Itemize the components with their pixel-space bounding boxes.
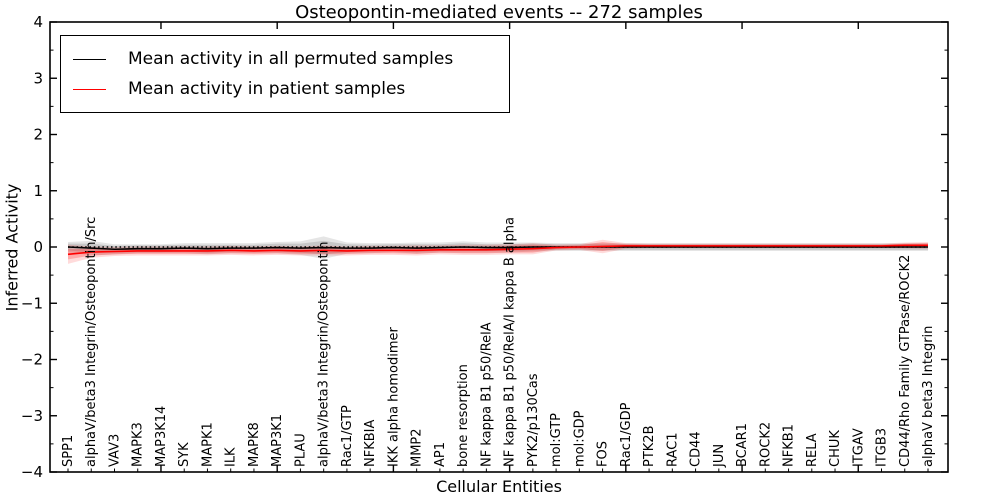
y-tick-label: 3 xyxy=(33,69,43,87)
x-category-label: CD44 xyxy=(689,431,704,467)
x-category-label: RAC1 xyxy=(665,432,680,467)
x-category-label: MAPK1 xyxy=(200,422,215,467)
x-category-label: JUN xyxy=(712,444,727,468)
x-category-label: MAPK8 xyxy=(247,422,262,467)
y-tick-label: 0 xyxy=(33,238,43,256)
x-category-label: RELA xyxy=(805,433,820,467)
x-category-label: BCAR1 xyxy=(735,423,750,467)
y-tick-label: 4 xyxy=(33,13,43,31)
x-category-label: MAP3K14 xyxy=(154,406,169,467)
x-category-label: NFKB1 xyxy=(782,424,797,467)
x-category-label: CD44/Rho Family GTPase/ROCK2 xyxy=(898,255,913,467)
x-category-label: PLAU xyxy=(293,433,308,467)
x-category-label: ITGAV xyxy=(851,428,866,467)
y-tick-label: 1 xyxy=(33,182,43,200)
legend-label-patient: Mean activity in patient samples xyxy=(128,79,406,99)
y-tick-label: −3 xyxy=(21,407,43,425)
x-category-label: MMP2 xyxy=(410,428,425,467)
x-category-label: mol:GDP xyxy=(572,410,587,467)
x-category-label: Rac1/GDP xyxy=(619,402,634,467)
x-category-label: SYK xyxy=(177,442,192,467)
x-category-label: alphaV/beta3 Integrin/Osteopontin xyxy=(317,242,332,467)
x-category-label: NF kappa B1 p50/RelA/I kappa B alpha xyxy=(503,217,518,467)
x-category-label: AP1 xyxy=(433,442,448,467)
x-category-label: ROCK2 xyxy=(758,422,773,467)
y-axis-label: Inferred Activity xyxy=(2,183,22,312)
patient-mean-line xyxy=(67,244,928,256)
x-category-label: Rac1/GTP xyxy=(340,405,355,467)
x-category-label: ITGB3 xyxy=(875,428,890,467)
x-category-label: CHUK xyxy=(828,430,843,467)
x-category-label: IKK alpha homodimer xyxy=(386,326,401,467)
x-category-label: SPP1 xyxy=(61,435,76,467)
legend-label-permuted: Mean activity in all permuted samples xyxy=(128,49,454,69)
legend-entry-patient: Mean activity in patient samples xyxy=(73,74,499,104)
permuted-line-swatch xyxy=(73,58,106,60)
y-tick-label: −1 xyxy=(21,294,43,312)
x-category-label: VAV3 xyxy=(107,434,122,467)
x-category-label: MAP3K1 xyxy=(270,414,285,467)
x-category-label: mol:GTP xyxy=(549,413,564,467)
x-category-label: NF kappa B1 p50/RelA xyxy=(479,322,494,467)
x-axis-label: Cellular Entities xyxy=(436,477,562,496)
y-tick-label: 2 xyxy=(33,126,43,144)
legend-entry-permuted: Mean activity in all permuted samples xyxy=(73,44,499,74)
x-category-label: PTK2B xyxy=(642,426,657,468)
x-category-label: bone resorption xyxy=(456,364,471,467)
x-category-label: alphaV beta3 Integrin xyxy=(921,326,936,467)
patient-line-swatch xyxy=(73,88,106,90)
x-category-label: MAPK3 xyxy=(131,422,146,467)
x-category-label: alphaV/beta3 Integrin/Osteopontin/Src xyxy=(84,217,99,467)
x-category-label: PYK2/p130Cas xyxy=(526,373,541,467)
legend: Mean activity in all permuted samples Me… xyxy=(60,35,510,113)
x-category-label: FOS xyxy=(596,441,611,467)
chart-title: Osteopontin-mediated events -- 272 sampl… xyxy=(295,2,703,23)
y-tick-label: −4 xyxy=(21,463,43,481)
y-tick-label: −2 xyxy=(21,351,43,369)
x-category-label: NFKBIA xyxy=(363,420,378,467)
x-category-label: ILK xyxy=(224,447,239,467)
